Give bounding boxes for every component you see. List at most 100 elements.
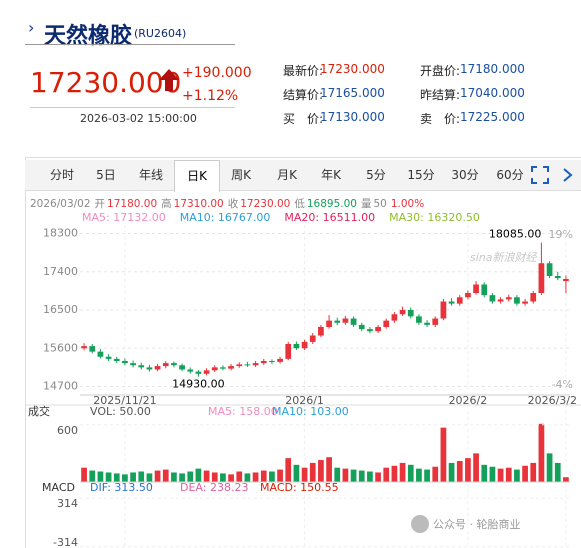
time: 2026-03-02 15:00:00 (80, 112, 197, 125)
x-tick-label: 2026/1 (285, 394, 324, 407)
candle-body (154, 366, 161, 370)
extreme-label: 18085.00 (489, 228, 542, 241)
volume-bar (293, 464, 300, 482)
volume-bar (440, 427, 447, 482)
candle-body (505, 297, 512, 300)
ma-legend: MA5: 17132.00 MA10: 16767.00 MA20: 16511.0… (82, 211, 494, 224)
volume-bar (358, 470, 365, 482)
change: +190.000 (182, 65, 252, 81)
volume-bar (563, 477, 569, 482)
candle-body (195, 371, 202, 374)
y2-tick-label: 19% (549, 228, 573, 241)
candle-body (473, 284, 479, 293)
tab[interactable]: 5日 (96, 168, 116, 182)
candle-body (244, 364, 251, 366)
volume-bar (260, 470, 267, 482)
y-tick-label: 16500 (43, 303, 78, 316)
volume-bar (407, 464, 414, 482)
volume-bar (416, 468, 422, 482)
y-tick-label: 600 (57, 424, 78, 437)
volume-bar (448, 462, 455, 482)
volume-bar (514, 469, 520, 482)
change-pct: +1.12% (182, 88, 239, 104)
volume-bar (252, 472, 259, 482)
info-label: 开 (94, 198, 106, 210)
tab[interactable]: 月K (277, 168, 297, 182)
candle-body (269, 361, 275, 362)
candle-body (228, 366, 234, 369)
candle-body (358, 324, 365, 330)
candle-body (424, 322, 430, 325)
candle-body (522, 301, 528, 304)
volume-bar (228, 474, 234, 482)
y-tick-label: 17400 (43, 265, 78, 278)
candle-body (236, 364, 243, 367)
y-tick-label: 18300 (43, 227, 78, 240)
divider (30, 107, 235, 108)
volume-bar (146, 473, 153, 482)
ma-label: MA10: 16767.00 (179, 211, 271, 224)
volume-bar (113, 473, 120, 482)
extreme-label: 14930.00 (172, 378, 225, 391)
candle-body (89, 346, 96, 352)
info-value: 17310.00 (173, 198, 224, 210)
candle-body (440, 301, 447, 319)
volume-bar (244, 473, 251, 482)
tab[interactable]: 5分 (366, 168, 386, 182)
candle-body (350, 318, 357, 325)
panel-label: MACD (42, 481, 75, 494)
volume-bar (432, 466, 439, 482)
volume-bar (554, 462, 561, 482)
price: 17230.000 (30, 66, 182, 99)
candle-body (334, 320, 341, 323)
candle-body (179, 365, 185, 370)
candle-body (456, 297, 463, 304)
x-tick-label: 2026/2 (449, 394, 488, 407)
volume-bar (154, 470, 161, 482)
candle-body (138, 365, 145, 368)
field-value: 17230.000 (320, 62, 385, 76)
candle-body (260, 361, 267, 364)
tab[interactable]: 年K (321, 168, 341, 182)
macd-legend: DIF: 313.50 (90, 481, 153, 494)
tab[interactable]: 30分 (451, 168, 479, 182)
candle-body (146, 367, 153, 370)
candle-body (113, 358, 120, 361)
tab[interactable]: 60分 (496, 168, 524, 182)
volume-bar (285, 458, 292, 482)
volume-bar (138, 471, 145, 482)
tab[interactable]: 15分 (407, 168, 435, 182)
info-label: 高 (161, 198, 172, 210)
volume-bar (309, 462, 316, 482)
candle-body (432, 318, 439, 325)
field-label: 卖 价: (420, 112, 461, 126)
volume-bar (220, 473, 226, 482)
watermark: sina新浪财经 (470, 251, 537, 264)
volume-bar (105, 472, 112, 482)
field-label: 买 价: (283, 112, 324, 126)
volume-bar (97, 471, 104, 482)
volume-bar (277, 469, 283, 482)
volume-bar (497, 468, 504, 482)
info-label: 收 (227, 198, 239, 210)
tab[interactable]: 分时 (49, 168, 74, 182)
candle-body (122, 361, 128, 364)
candle-body (448, 301, 455, 304)
volume-bar (318, 460, 324, 482)
volume-bar (130, 472, 136, 482)
tab[interactable]: 年线 (138, 168, 163, 182)
candle-body (383, 320, 390, 327)
volume-bar (546, 453, 553, 482)
tab[interactable]: 日K (174, 160, 220, 192)
x-tick-label: 2025/11/21 (93, 394, 156, 407)
field-label: 昨结算: (420, 88, 461, 102)
tab[interactable]: 周K (231, 168, 251, 182)
candle-body (220, 367, 226, 369)
x-tick-label: 2026/3/2 (528, 394, 577, 407)
candle-body (97, 351, 104, 357)
tool-icons (531, 166, 573, 184)
candle-body (399, 310, 406, 315)
volume-bar (203, 470, 210, 482)
macd-legend: DEA: 238.23 (180, 481, 248, 494)
